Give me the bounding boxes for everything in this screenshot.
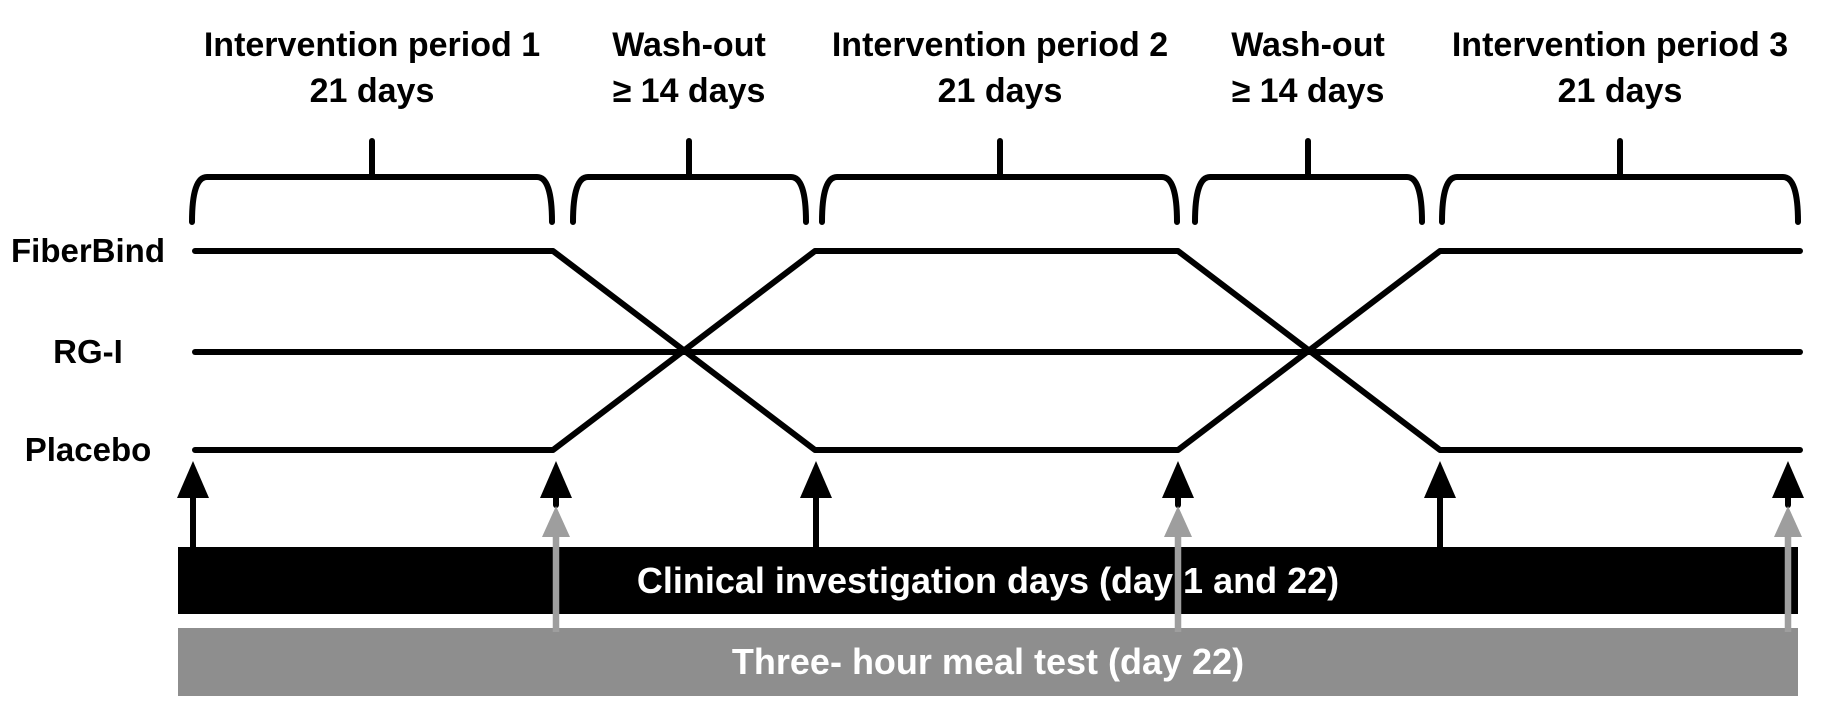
- day22-black-arrow-period1: [540, 461, 572, 508]
- period-label-intervention-2: Intervention period 2 21 days: [820, 22, 1180, 114]
- arm-label-rgi: RG-I: [53, 333, 123, 370]
- period-title: Wash-out: [612, 26, 766, 64]
- washout-1-brace: [570, 138, 809, 225]
- arm-label-placebo: Placebo: [24, 431, 152, 468]
- day1-arrow-period3: [1424, 461, 1456, 552]
- period-title: Intervention period 1: [203, 26, 541, 64]
- period-duration: ≥ 14 days: [1231, 72, 1385, 110]
- day1-arrow-period2: [800, 461, 832, 552]
- period-duration: ≥ 14 days: [612, 72, 766, 110]
- intervention-3-brace: [1439, 138, 1801, 225]
- period-duration: 21 days: [309, 72, 435, 110]
- period-label-washout-1: Wash-out ≥ 14 days: [509, 22, 869, 114]
- period-title: Intervention period 3: [1451, 26, 1789, 64]
- period-label-intervention-1: Intervention period 1 21 days: [192, 22, 552, 114]
- period-label-washout-2: Wash-out ≥ 14 days: [1128, 22, 1488, 114]
- day22-black-arrow-period2: [1162, 461, 1194, 508]
- fiberbind-sequence-line: [192, 248, 1803, 453]
- period-duration: 21 days: [1557, 72, 1683, 110]
- day22-black-arrow-period3: [1772, 461, 1804, 508]
- intervention-2-brace: [819, 138, 1180, 225]
- washout-2-brace: [1192, 138, 1425, 225]
- day1-arrow-period1: [177, 461, 209, 552]
- period-duration: 21 days: [937, 72, 1063, 110]
- period-title: Wash-out: [1231, 26, 1385, 64]
- clinical-investigation-bar: Clinical investigation days (day 1 and 2…: [178, 547, 1798, 614]
- meal-test-bar: Three- hour meal test (day 22): [178, 628, 1798, 696]
- placebo-sequence-line: [192, 248, 1803, 453]
- arm-label-fiberbind: FiberBind: [11, 232, 165, 269]
- intervention-1-brace: [189, 138, 555, 225]
- period-title: Intervention period 2: [831, 26, 1169, 64]
- period-label-intervention-3: Intervention period 3 21 days: [1440, 22, 1800, 114]
